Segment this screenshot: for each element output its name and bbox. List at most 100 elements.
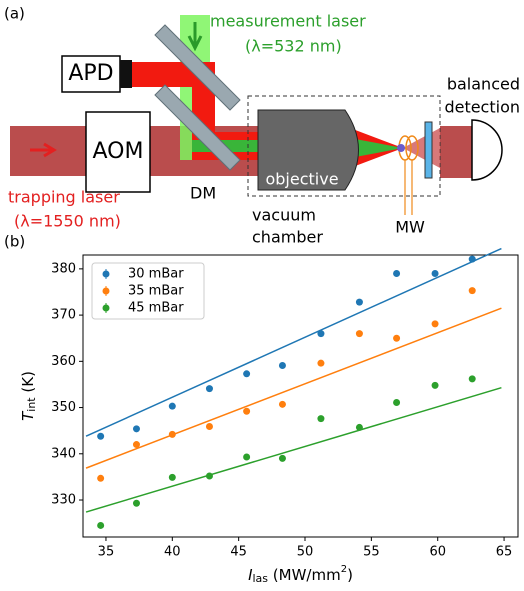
fit-line [85, 386, 502, 513]
x-tick-label: 35 [98, 545, 115, 560]
label-part: T [19, 410, 37, 421]
data-point [205, 385, 213, 393]
x-tick-label: 65 [496, 545, 513, 560]
detector [471, 119, 503, 181]
mw-wires [404, 160, 413, 215]
plot-frame [82, 254, 519, 538]
data-point [278, 400, 286, 408]
data-point [393, 398, 401, 406]
data-point [243, 370, 251, 378]
label: APD [68, 61, 113, 86]
data-point [317, 359, 325, 367]
data-point [431, 320, 439, 328]
data-point [393, 269, 401, 277]
aom-box [85, 111, 151, 193]
label: MW [395, 218, 425, 237]
label: trapping laser [8, 188, 120, 207]
data-point [393, 334, 401, 342]
diverging-beam [403, 128, 440, 168]
y-tick-label: 330 [51, 493, 76, 508]
label: measurement laser [210, 12, 366, 31]
data-point [431, 381, 439, 389]
panel-label: (a) [4, 5, 25, 23]
x-axis-label: Ilas (MW/mm2) [248, 564, 353, 585]
data-point [468, 375, 476, 383]
data-point [468, 255, 476, 263]
x-tick-label: 40 [164, 545, 181, 560]
label-part: (K) [19, 371, 37, 397]
panel-label: (b) [4, 233, 25, 251]
label: chamber [252, 228, 323, 247]
data-point [97, 432, 105, 440]
data-point [278, 361, 286, 369]
data-point [431, 269, 439, 277]
y-tick-label: 360 [51, 354, 76, 369]
x-tick-label: 50 [297, 545, 314, 560]
label-part: las [253, 572, 269, 585]
legend-label: 30 mBar [128, 267, 184, 282]
mirror-top [154, 24, 241, 111]
data-point [468, 287, 476, 295]
apd-sensor [120, 60, 132, 88]
label: (λ=1550 nm) [14, 212, 121, 231]
legend-marker [102, 287, 110, 295]
dichroic-mirror [154, 84, 241, 171]
label-part: ) [347, 566, 353, 584]
label: (λ=532 nm) [245, 37, 342, 56]
y-tick-label: 350 [51, 400, 76, 415]
y-tick-label: 370 [51, 308, 76, 323]
legend-box [91, 262, 205, 320]
window [424, 121, 433, 179]
label: DM [190, 184, 216, 203]
y-tick-label: 340 [51, 446, 76, 461]
focus-green [350, 138, 403, 158]
data-point [278, 454, 286, 462]
data-point [243, 407, 251, 415]
data-point [132, 441, 140, 449]
data-point [317, 330, 325, 338]
data-point [168, 473, 176, 481]
y-axis-label: Tint (K) [19, 371, 39, 421]
data-point [168, 430, 176, 438]
data-point [168, 402, 176, 410]
data-point [132, 499, 140, 507]
diagram: (a) measurement laser (λ=532 nm) APD AOM… [4, 5, 520, 247]
data-point [317, 415, 325, 423]
label: balanced [447, 75, 520, 94]
label-part: (MW/mm [268, 566, 341, 584]
fit-line [85, 247, 502, 437]
label: detection [444, 98, 520, 117]
y-tick-label: 380 [51, 261, 76, 276]
label: AOM [93, 139, 144, 164]
label-part: 2 [341, 564, 347, 575]
data-point [132, 425, 140, 433]
label-part: int [25, 397, 38, 412]
data-point [97, 521, 105, 529]
x-tick-label: 60 [429, 545, 446, 560]
fit-line [85, 307, 502, 469]
legend-marker [102, 270, 110, 278]
chart: (b) 35 40 45 50 55 60 65 330 340 350 360 370 380 Ilas… [4, 233, 519, 585]
objective-lens [257, 109, 359, 191]
label: objective [265, 170, 338, 189]
data-point [355, 423, 363, 431]
legend-label: 35 mBar [128, 284, 184, 299]
apd-box [61, 55, 121, 93]
x-tick-label: 45 [230, 545, 247, 560]
beam-arrow [30, 142, 57, 158]
data-point [243, 453, 251, 461]
data-point [205, 423, 213, 431]
legend-label: 45 mBar [128, 301, 184, 316]
label: vacuum [252, 206, 316, 225]
label-part: I [248, 566, 253, 584]
data-point [205, 472, 213, 480]
particle [397, 144, 405, 152]
data-point [355, 330, 363, 338]
data-point [97, 474, 105, 482]
legend-marker [102, 304, 110, 312]
green-arrow [187, 22, 203, 52]
data-point [355, 298, 363, 306]
x-tick-label: 55 [363, 545, 380, 560]
